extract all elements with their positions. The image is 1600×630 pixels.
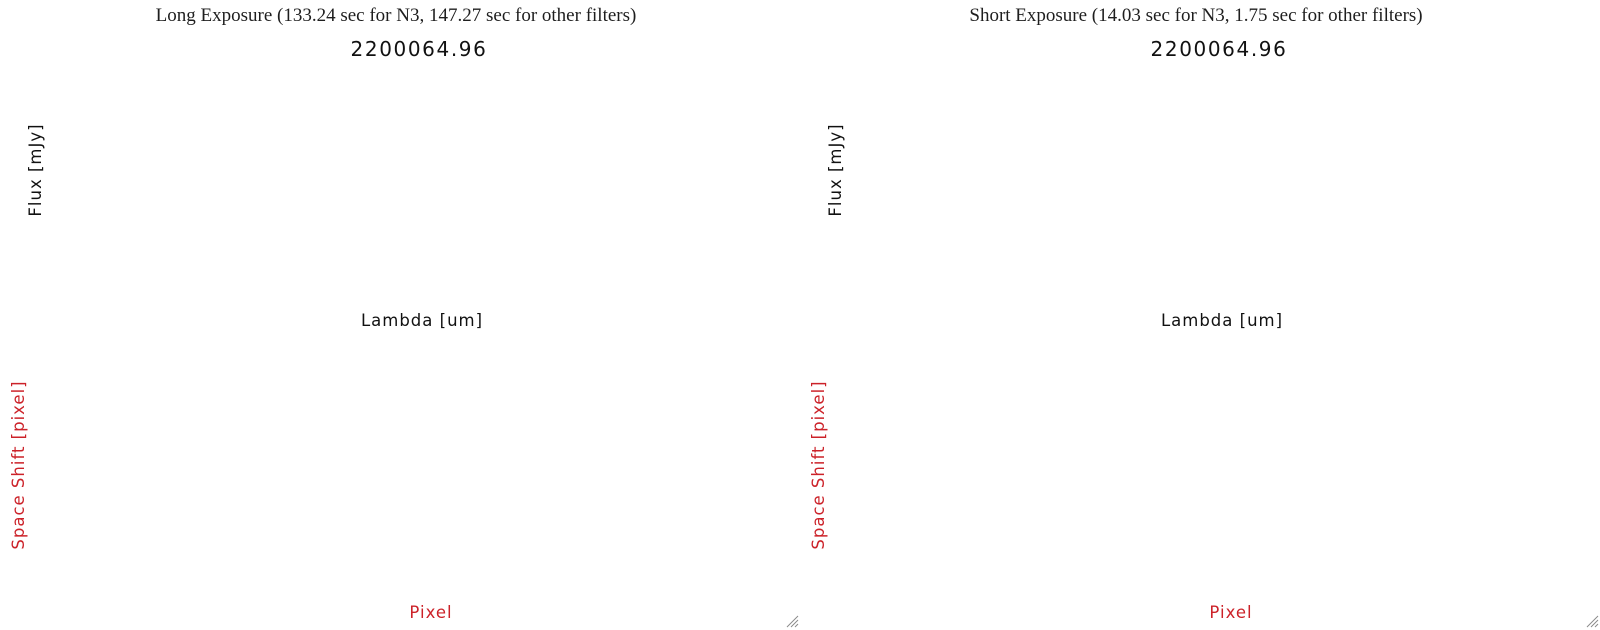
image-x-axis-title: Pixel xyxy=(409,603,452,622)
resize-grip-icon[interactable] xyxy=(786,615,799,628)
resize-grip-icon[interactable] xyxy=(1586,615,1599,628)
spectrum-x-axis-title: Lambda [um] xyxy=(361,311,483,330)
image-y-axis-title: Space Shift [pixel] xyxy=(809,380,828,549)
image-x-axis-title: Pixel xyxy=(1209,603,1252,622)
panel-long-exposure: Long Exposure (133.24 sec for N3, 147.27… xyxy=(9,5,799,628)
panel-short-exposure: Short Exposure (14.03 sec for N3, 1.75 s… xyxy=(800,0,1600,630)
figure-title: Long Exposure (133.24 sec for N3, 147.27… xyxy=(156,5,637,26)
spectrum-y-axis-title: Flux [mJy] xyxy=(826,123,845,216)
spectrum-y-axis-title: Flux [mJy] xyxy=(26,123,45,216)
spectrum-title: 2200064.96 xyxy=(351,37,488,61)
image-y-axis-title: Space Shift [pixel] xyxy=(9,380,28,549)
spectrum-x-axis-title: Lambda [um] xyxy=(1161,311,1283,330)
spectrum-title: 2200064.96 xyxy=(1151,37,1288,61)
figure-title: Short Exposure (14.03 sec for N3, 1.75 s… xyxy=(969,5,1422,26)
long-exposure-figure: Long Exposure (133.24 sec for N3, 147.27… xyxy=(9,5,799,628)
short-exposure-figure: Short Exposure (14.03 sec for N3, 1.75 s… xyxy=(809,5,1599,628)
